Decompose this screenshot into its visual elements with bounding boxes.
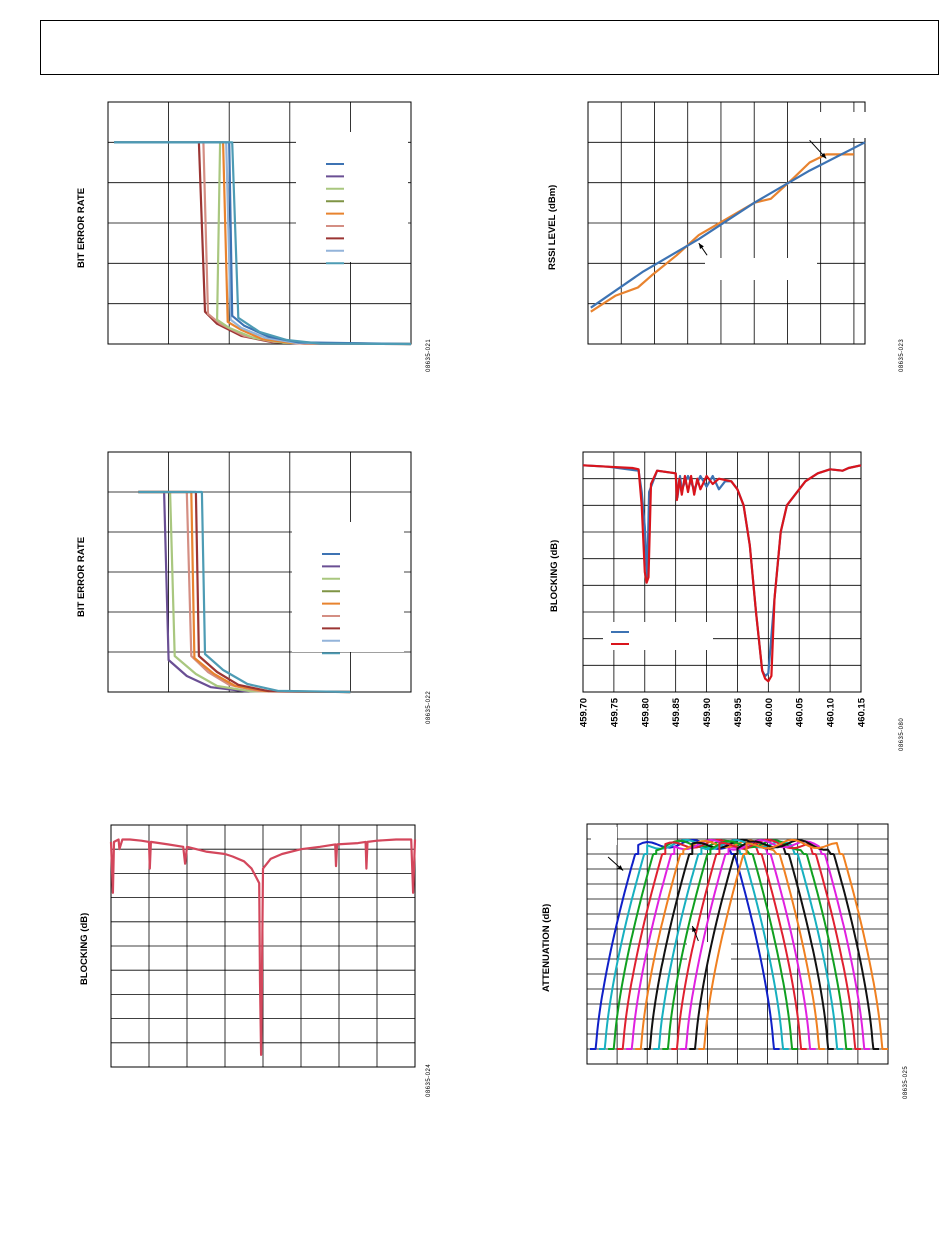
attenuation-chart-svg bbox=[586, 823, 889, 1065]
figure-code: 08635-023 bbox=[899, 338, 905, 372]
series-line bbox=[582, 464, 862, 683]
legend bbox=[292, 522, 404, 655]
attenuation-chart: ATTENUATION (dB) 08635-025 bbox=[475, 815, 945, 1115]
legend bbox=[296, 132, 408, 265]
grid bbox=[586, 823, 889, 1065]
rssi-chart: RSSI LEVEL (dBm) 08635-023 bbox=[475, 90, 945, 390]
plot-frame bbox=[110, 824, 416, 1068]
plot-frame bbox=[586, 823, 889, 1065]
figure-code: 08635-025 bbox=[903, 1065, 909, 1099]
ber-chart-1-svg bbox=[107, 101, 412, 346]
figure-code: 08635-022 bbox=[426, 690, 432, 724]
series-line bbox=[590, 141, 866, 309]
rssi-chart-svg bbox=[587, 101, 867, 345]
series-line bbox=[590, 153, 854, 313]
blocking-frequency-chart: 459.70 459.75 459.80 459.85 459.90 459.95 460.… bbox=[475, 440, 945, 760]
x-tick-label: 460.00 bbox=[764, 698, 775, 727]
series-line bbox=[109, 838, 417, 1056]
annotation-box bbox=[797, 112, 867, 138]
x-tick-label: 459.85 bbox=[671, 697, 682, 727]
annotation-arrowhead bbox=[692, 926, 697, 932]
blocking-frequency-chart-svg: 459.70 459.75 459.80 459.85 459.90 459.95 460.… bbox=[579, 451, 868, 727]
blocking-chart-svg bbox=[109, 824, 417, 1068]
plot-frame bbox=[107, 101, 412, 345]
grid bbox=[582, 451, 862, 693]
series-line bbox=[680, 839, 871, 1050]
legend-box bbox=[292, 522, 404, 652]
legend-box bbox=[296, 132, 408, 262]
y-axis-label: RSSI LEVEL (dBm) bbox=[547, 184, 558, 270]
figure-code: 08635-080 bbox=[899, 717, 905, 751]
blocking-chart: BLOCKING (dB) 08635-024 bbox=[0, 815, 470, 1115]
series-line bbox=[635, 839, 825, 1050]
ber-chart-2-svg bbox=[107, 451, 412, 694]
figure-code: 08635-024 bbox=[426, 1063, 432, 1097]
series-line bbox=[598, 838, 789, 1050]
annotation-arrowhead bbox=[617, 865, 624, 871]
series-line bbox=[589, 838, 780, 1050]
y-axis-label: BLOCKING (dB) bbox=[549, 539, 560, 612]
x-tick-label: 460.15 bbox=[857, 697, 868, 727]
y-axis-label: BIT ERROR RATE bbox=[76, 187, 87, 268]
ber-chart-2: BIT ERROR RATE 08635-022 bbox=[0, 440, 470, 740]
y-axis-label: BLOCKING (dB) bbox=[79, 912, 90, 985]
series-line bbox=[138, 490, 351, 694]
x-tick-label: 459.80 bbox=[640, 698, 651, 727]
x-tick-label: 459.95 bbox=[733, 697, 744, 727]
plot-frame bbox=[582, 451, 862, 693]
ber-chart-1: BIT ERROR RATE 08635-021 bbox=[0, 90, 470, 390]
series-line bbox=[689, 839, 880, 1050]
x-tick-label: 460.10 bbox=[826, 698, 837, 727]
legend-box bbox=[603, 622, 713, 650]
annotation-arrowhead bbox=[820, 152, 827, 159]
grid bbox=[587, 101, 866, 345]
annotation-box bbox=[705, 258, 817, 280]
x-tick-label: 459.75 bbox=[609, 697, 620, 727]
annotation-arrowhead bbox=[698, 243, 704, 250]
page-header-box bbox=[40, 20, 939, 75]
plot-frame bbox=[587, 101, 866, 345]
series-line bbox=[662, 839, 853, 1050]
x-tick-label: 459.90 bbox=[702, 698, 713, 727]
series-line bbox=[114, 141, 412, 346]
x-tick-label: 460.05 bbox=[795, 697, 806, 727]
figure-code: 08635-021 bbox=[426, 338, 432, 372]
y-axis-label: ATTENUATION (dB) bbox=[541, 903, 552, 992]
annotation-box bbox=[591, 827, 617, 845]
legend bbox=[603, 622, 713, 650]
y-axis-label: BIT ERROR RATE bbox=[76, 536, 87, 617]
series-line bbox=[698, 838, 889, 1050]
x-tick-label: 459.70 bbox=[579, 698, 590, 727]
